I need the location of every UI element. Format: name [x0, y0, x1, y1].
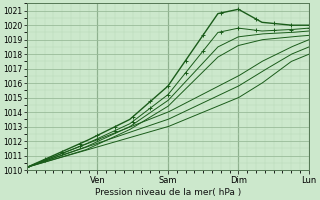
X-axis label: Pression niveau de la mer( hPa ): Pression niveau de la mer( hPa ): [95, 188, 241, 197]
